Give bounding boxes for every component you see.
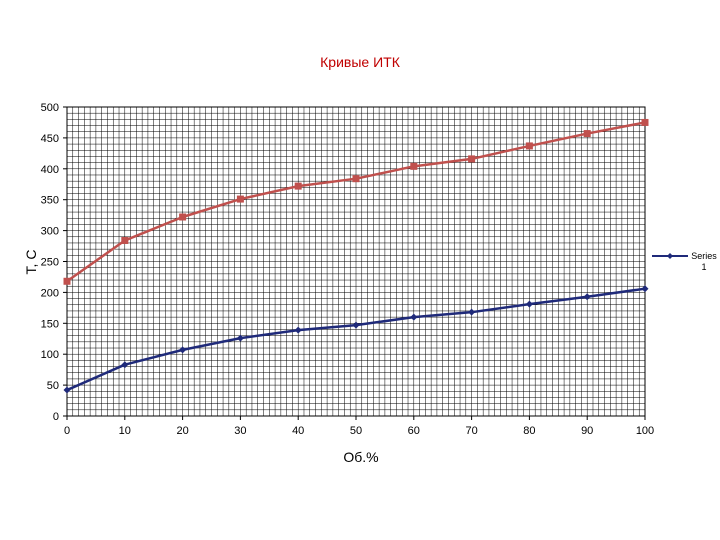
x-tick-label: 30 bbox=[234, 425, 246, 437]
data-point bbox=[410, 313, 418, 321]
x-axis: 0 10 20 30 40 50 60 70 80 90 100 bbox=[64, 416, 654, 437]
x-tick-label: 90 bbox=[581, 425, 593, 437]
x-tick-label: 10 bbox=[119, 425, 131, 437]
x-tick-label: 70 bbox=[465, 425, 477, 437]
y-tick-label: 400 bbox=[41, 164, 59, 176]
x-tick-label: 40 bbox=[292, 425, 304, 437]
y-tick-label: 300 bbox=[41, 226, 59, 238]
data-point bbox=[179, 213, 187, 221]
x-tick-label: 60 bbox=[408, 425, 420, 437]
series-layer bbox=[63, 118, 649, 394]
data-point bbox=[641, 118, 649, 126]
y-tick-label: 250 bbox=[41, 257, 59, 269]
y-tick-label: 0 bbox=[53, 411, 59, 423]
x-tick-label: 0 bbox=[64, 425, 70, 437]
grid bbox=[67, 107, 645, 416]
data-point bbox=[121, 236, 129, 244]
legend: Series 1 bbox=[652, 251, 717, 272]
x-tick-label: 20 bbox=[176, 425, 188, 437]
y-tick-label: 450 bbox=[41, 133, 59, 145]
y-tick-label: 200 bbox=[41, 287, 59, 299]
data-point bbox=[236, 334, 244, 342]
data-point bbox=[352, 321, 360, 329]
data-point bbox=[583, 293, 591, 301]
y-tick-label: 500 bbox=[41, 102, 59, 114]
data-point bbox=[468, 155, 476, 163]
y-tick-label: 100 bbox=[41, 349, 59, 361]
chart-title: Кривые ИТК bbox=[320, 54, 401, 70]
data-point bbox=[294, 182, 302, 190]
data-point bbox=[410, 162, 418, 170]
x-tick-label: 80 bbox=[523, 425, 535, 437]
data-point bbox=[583, 130, 591, 138]
data-point bbox=[525, 300, 533, 308]
legend-label: Series 1 bbox=[691, 251, 717, 272]
data-point bbox=[468, 308, 476, 316]
data-point bbox=[63, 277, 71, 285]
data-point bbox=[352, 175, 360, 183]
data-point bbox=[236, 195, 244, 203]
data-point bbox=[641, 285, 649, 293]
x-axis-title: Об.% bbox=[343, 449, 378, 465]
y-tick-label: 150 bbox=[41, 318, 59, 330]
data-point bbox=[525, 142, 533, 150]
y-axis: 0 50 100 150 200 250 300 350 400 450 500 bbox=[41, 102, 67, 423]
data-point bbox=[121, 361, 129, 369]
data-point bbox=[294, 326, 302, 334]
y-axis-title: T, C bbox=[23, 250, 39, 275]
y-tick-label: 350 bbox=[41, 195, 59, 207]
x-tick-label: 50 bbox=[350, 425, 362, 437]
data-point bbox=[63, 386, 71, 394]
y-tick-label: 50 bbox=[47, 380, 59, 392]
legend-marker bbox=[667, 253, 673, 259]
data-point bbox=[179, 346, 187, 354]
x-tick-label: 100 bbox=[636, 425, 654, 437]
